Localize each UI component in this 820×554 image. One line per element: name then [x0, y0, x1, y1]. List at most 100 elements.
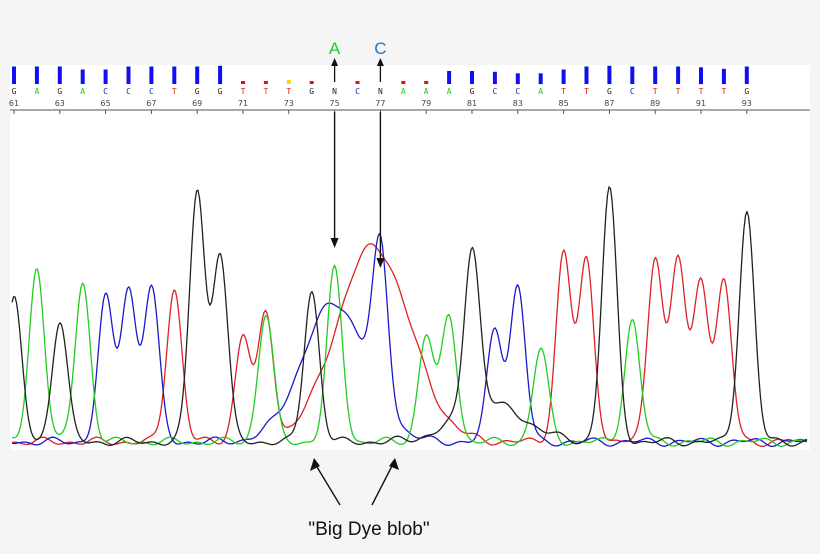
plot-background [10, 65, 810, 450]
quality-bar [676, 66, 681, 84]
base-call-letter: A [447, 87, 452, 96]
quality-bars [12, 65, 749, 85]
base-call-letter: A [538, 87, 543, 96]
caption-big-dye-blob: "Big Dye blob" [308, 519, 429, 540]
caption-arrow-right [371, 461, 395, 506]
position-tick-label: 85 [559, 99, 569, 108]
quality-bar [721, 68, 726, 85]
quality-bar [57, 66, 62, 84]
quality-bar [218, 65, 223, 85]
position-tick-label: 93 [742, 99, 752, 108]
position-tick-label: 87 [604, 99, 614, 108]
quality-bar [515, 73, 520, 85]
position-tick-label: 79 [421, 99, 431, 108]
position-tick-label: 71 [238, 99, 248, 108]
base-call-letter: C [149, 87, 154, 96]
base-call-letter: A [80, 87, 85, 96]
base-call-letter: G [607, 87, 612, 96]
annotation-down-arrowhead [330, 238, 339, 248]
base-call-letter: G [57, 87, 62, 96]
position-tick-label: 67 [146, 99, 156, 108]
quality-bar [561, 69, 566, 84]
caption-group: "Big Dye blob" [308, 458, 430, 540]
quality-bar [584, 66, 589, 84]
annotation-letter: C [374, 39, 386, 58]
base-call-letter: T [699, 87, 704, 96]
base-call-letter: C [492, 87, 497, 96]
position-tick-label: 69 [192, 99, 202, 108]
quality-bar [126, 66, 131, 84]
annotation-up-arrowhead [331, 58, 339, 66]
annotation-letter: A [329, 39, 341, 58]
base-call-letter: T [584, 87, 589, 96]
base-call-letter: G [744, 87, 749, 96]
base-call-letter: C [515, 87, 520, 96]
quality-bar [538, 73, 543, 85]
base-call-letter: A [401, 87, 406, 96]
position-ticks: 61 63 65 67 69 71 73 75 77 79 81 83 85 87 89 91 93 [9, 99, 752, 114]
base-call-letter: A [424, 87, 429, 96]
quality-bar [241, 81, 245, 84]
base-call-letter: C [355, 87, 360, 96]
quality-bar [630, 66, 635, 84]
quality-bar [492, 71, 497, 85]
base-call-letter: T [263, 87, 268, 96]
quality-bar [607, 65, 612, 85]
quality-bar [286, 80, 291, 84]
base-call-letter: G [12, 87, 17, 96]
position-tick-label: 77 [375, 99, 385, 108]
position-tick-label: 89 [650, 99, 660, 108]
caption-arrow-right-head [389, 458, 399, 470]
base-call-letter: N [332, 87, 337, 96]
quality-bar [195, 66, 200, 84]
trace-G [11, 186, 808, 447]
base-call-letter: C [103, 87, 108, 96]
position-tick-label: 81 [467, 99, 477, 108]
quality-bar [470, 71, 474, 84]
position-tick-label: 61 [9, 99, 19, 108]
base-call-letter: T [286, 87, 291, 96]
base-call-letter: T [561, 87, 566, 96]
base-call-letter: T [676, 87, 681, 96]
base-call-letter: T [172, 87, 177, 96]
position-tick-label: 63 [55, 99, 65, 108]
base-call-letter: T [721, 87, 726, 96]
quality-bar [424, 81, 429, 84]
base-call-letter: A [34, 87, 39, 96]
quality-bar [355, 81, 360, 84]
position-tick-label: 75 [330, 99, 340, 108]
quality-bar [401, 81, 406, 84]
caption-arrow-left-head [310, 458, 320, 471]
quality-bar [744, 66, 749, 84]
trace-T [11, 243, 808, 448]
quality-bar [80, 69, 85, 84]
base-call-letter: G [309, 87, 314, 96]
position-tick-label: 73 [284, 99, 294, 108]
annotation-up-arrowhead [376, 58, 384, 66]
quality-bar [447, 71, 452, 84]
position-tick-label: 83 [513, 99, 523, 108]
base-call-letter: C [126, 87, 131, 96]
base-call-letter: C [630, 87, 635, 96]
quality-bar [149, 66, 154, 84]
quality-bar [653, 66, 658, 84]
quality-bar [12, 66, 16, 84]
quality-bar [103, 69, 108, 84]
base-call-letter: T [241, 87, 246, 96]
position-tick-label: 65 [101, 99, 111, 108]
trace-lines [11, 186, 808, 448]
annotation-down-arrowhead [376, 258, 385, 268]
caption-arrow-left [313, 461, 341, 506]
position-tick-label: 91 [696, 99, 706, 108]
quality-bar [309, 81, 314, 84]
quality-bar [699, 67, 703, 85]
base-call-letter: N [378, 87, 383, 96]
quality-bar [172, 66, 177, 84]
base-call-letter: G [218, 87, 223, 96]
base-call-letter: T [653, 87, 658, 96]
quality-bar [263, 81, 268, 84]
base-call-letter: G [470, 87, 475, 96]
